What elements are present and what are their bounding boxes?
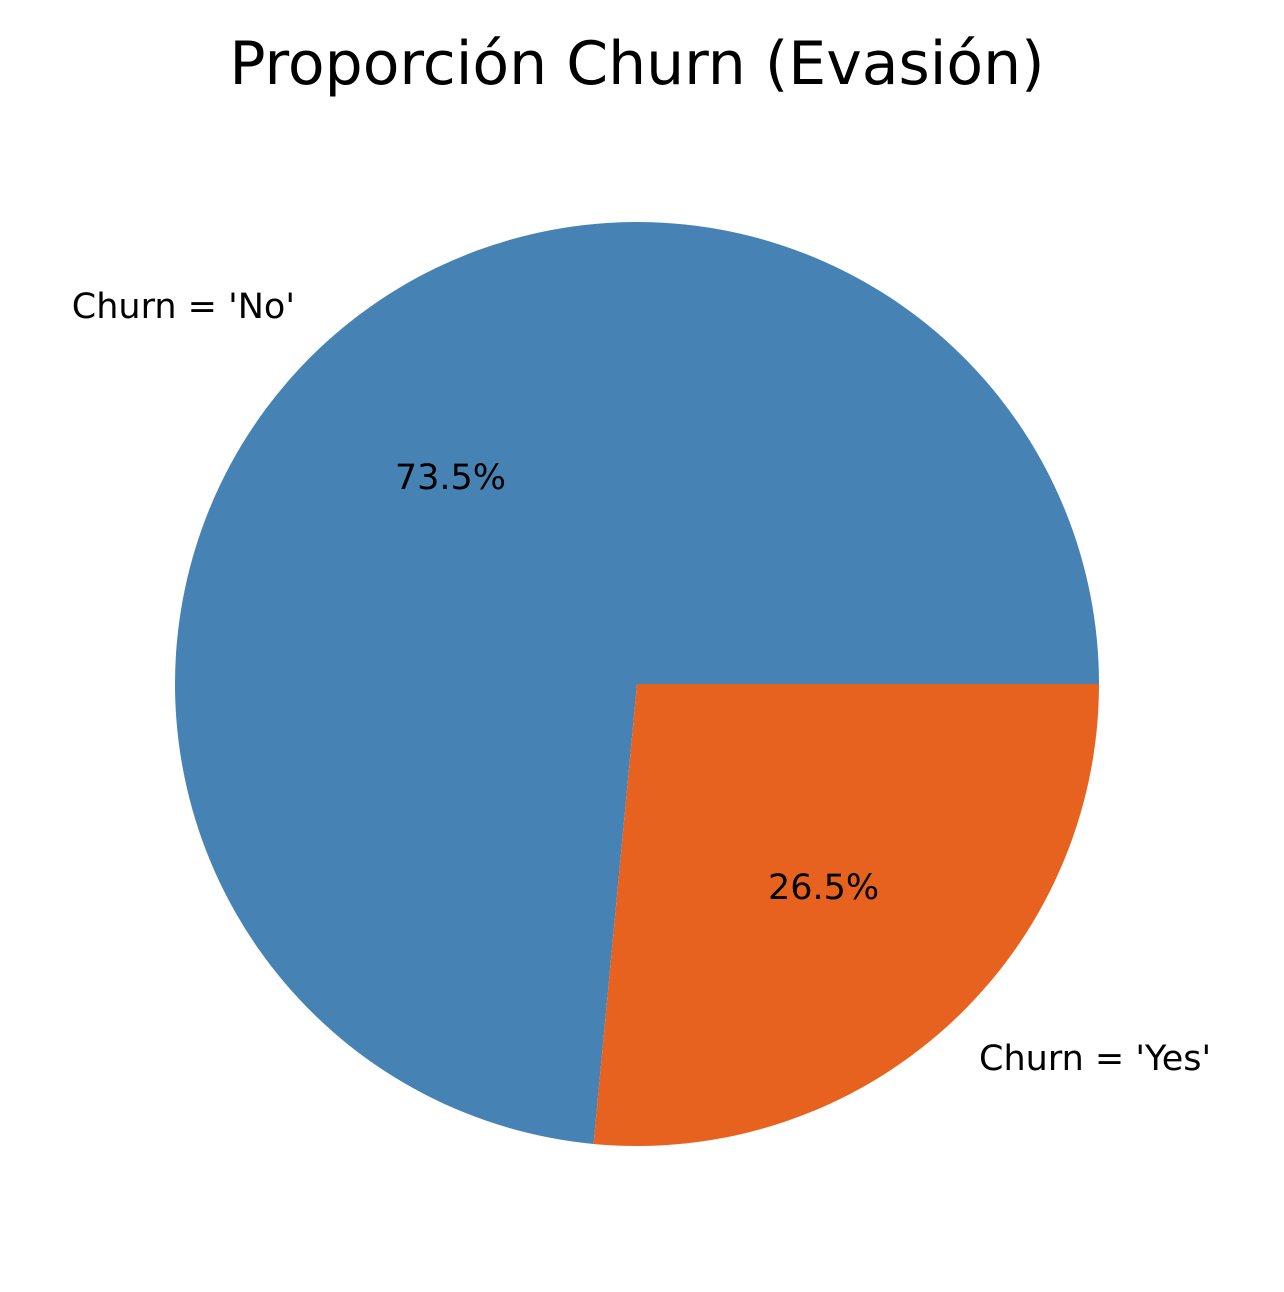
slice-category-label: Churn = 'Yes'	[979, 1039, 1211, 1079]
pie-slice-no	[175, 221, 1099, 1144]
slice-category-label: Churn = 'No'	[72, 287, 295, 327]
slice-percentage-label: 26.5%	[768, 868, 879, 908]
pie-slices	[175, 221, 1099, 1146]
chart-title: Proporción Churn (Evasión)	[229, 29, 1044, 99]
slice-percentage-label: 73.5%	[395, 458, 506, 498]
pie-labels: Churn = 'No' 73.5% Churn = 'Yes' 26.5%	[72, 287, 1211, 1079]
pie-slice-yes	[593, 684, 1099, 1146]
